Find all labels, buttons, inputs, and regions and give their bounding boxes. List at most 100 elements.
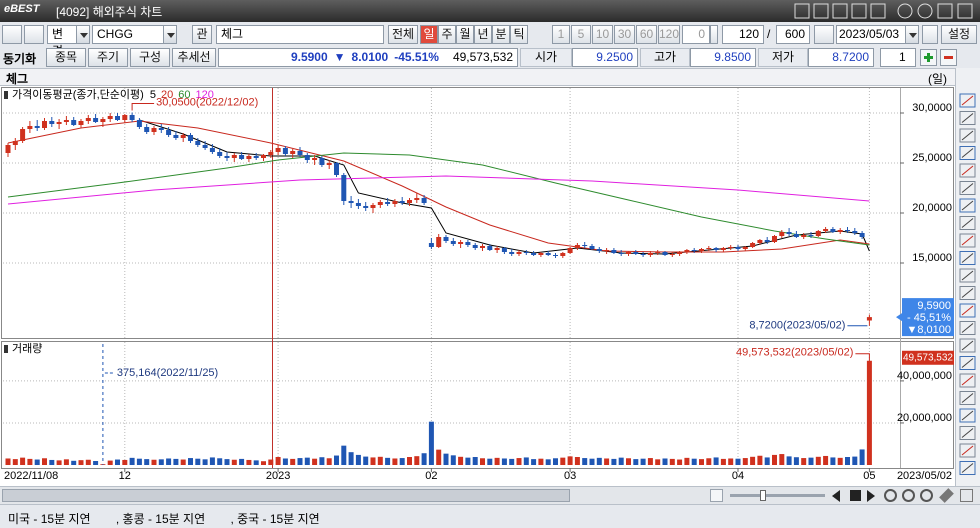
candle-body bbox=[443, 237, 449, 241]
dropdown-button[interactable] bbox=[905, 25, 919, 44]
volume-bar bbox=[326, 458, 332, 465]
tool-icon[interactable] bbox=[959, 251, 976, 265]
window-button[interactable] bbox=[832, 3, 848, 19]
last-price: 9.5900 bbox=[290, 50, 328, 64]
x-tick-label: 02 bbox=[425, 470, 437, 482]
tool-button[interactable] bbox=[939, 488, 954, 503]
zoom-slider[interactable] bbox=[730, 494, 825, 497]
window-button[interactable] bbox=[794, 3, 810, 19]
tool-icon-glyph bbox=[961, 235, 974, 246]
tab-button[interactable]: 구성 bbox=[130, 48, 170, 67]
interval-button[interactable]: 10 bbox=[592, 25, 613, 44]
prev-button[interactable] bbox=[832, 490, 840, 502]
tool-icon[interactable] bbox=[959, 356, 976, 370]
tool-icon[interactable] bbox=[959, 128, 976, 143]
zoom-handle[interactable] bbox=[760, 490, 766, 501]
candle-body bbox=[815, 231, 821, 236]
tool-icon[interactable] bbox=[959, 338, 976, 353]
dropdown-button[interactable] bbox=[76, 25, 90, 44]
tool-icon[interactable] bbox=[959, 181, 976, 195]
scroll-thumb[interactable] bbox=[2, 489, 570, 502]
count-input[interactable]: 120 bbox=[722, 25, 764, 44]
chart-unit: (일) bbox=[928, 72, 948, 86]
volume-bar bbox=[626, 458, 631, 465]
period-button[interactable]: 년 bbox=[474, 25, 492, 44]
volume-bar bbox=[436, 449, 442, 465]
volume-bar bbox=[348, 452, 354, 465]
spin-button[interactable] bbox=[710, 25, 718, 44]
icon-button[interactable] bbox=[2, 25, 22, 44]
stop-button[interactable] bbox=[850, 490, 861, 501]
zoom-reset[interactable] bbox=[920, 489, 933, 502]
period-button[interactable]: 주 bbox=[438, 25, 456, 44]
symbol-input[interactable]: CHGG bbox=[92, 25, 164, 44]
tab-button[interactable]: 주기 bbox=[88, 48, 128, 67]
interval-button[interactable]: 1 bbox=[552, 25, 570, 44]
tool-icon[interactable] bbox=[959, 163, 976, 178]
zoom-in[interactable] bbox=[884, 489, 897, 502]
y-tick-label: 40,000,000 bbox=[897, 370, 952, 382]
window-button[interactable] bbox=[917, 3, 933, 19]
interval-button[interactable]: 120 bbox=[658, 25, 680, 44]
tool-icon[interactable] bbox=[959, 408, 976, 423]
related-button[interactable]: 관 bbox=[192, 25, 212, 44]
icon-button[interactable] bbox=[922, 25, 938, 44]
title-bar: eBEST [4092] 해외주식 차트 bbox=[0, 0, 980, 22]
window-button[interactable] bbox=[813, 3, 829, 19]
tool-icon[interactable] bbox=[959, 443, 976, 458]
tool-icon[interactable] bbox=[959, 146, 976, 160]
candle-body bbox=[852, 231, 858, 233]
volume-bar bbox=[750, 456, 756, 465]
period-button[interactable]: 분 bbox=[492, 25, 510, 44]
chart: 2022/11/08 2023/05/02 15,0000 20,0000 25,0… bbox=[0, 86, 955, 486]
settings-button[interactable]: 설정 bbox=[941, 25, 977, 44]
volume-bar bbox=[246, 459, 252, 465]
tool-icon[interactable] bbox=[959, 321, 976, 335]
candle-body bbox=[728, 247, 734, 248]
scroll-arrow[interactable] bbox=[710, 489, 723, 502]
window-button[interactable] bbox=[870, 3, 886, 19]
period-button[interactable]: 일 bbox=[420, 25, 438, 44]
market-select[interactable]: 변경 bbox=[47, 25, 77, 58]
close-button[interactable] bbox=[957, 3, 973, 19]
window-button[interactable] bbox=[937, 3, 953, 19]
total-input[interactable]: 600 bbox=[776, 25, 810, 44]
tab-button[interactable]: 추세선 bbox=[172, 48, 216, 67]
candle-body bbox=[669, 254, 675, 255]
window-button[interactable] bbox=[897, 3, 913, 19]
tool-icon[interactable] bbox=[959, 233, 976, 248]
tool-icon[interactable] bbox=[959, 268, 976, 283]
tool-icon[interactable] bbox=[959, 111, 976, 125]
window-button[interactable] bbox=[851, 3, 867, 19]
period-button[interactable]: 틱 bbox=[510, 25, 528, 44]
tool-icon-glyph bbox=[961, 113, 974, 123]
tool-icon[interactable] bbox=[959, 198, 976, 213]
layout-input[interactable]: 1 bbox=[880, 48, 916, 67]
date-input[interactable]: 2023/05/03 bbox=[836, 25, 906, 44]
search-button[interactable] bbox=[178, 25, 191, 44]
tool-icon[interactable] bbox=[959, 93, 976, 108]
tool-icon[interactable] bbox=[959, 373, 976, 388]
tool-icon[interactable] bbox=[959, 391, 976, 405]
tool-icon[interactable] bbox=[959, 461, 976, 475]
icon-button[interactable] bbox=[24, 25, 44, 44]
tab-button[interactable]: 종목 bbox=[46, 48, 86, 67]
dropdown-button[interactable] bbox=[163, 25, 177, 44]
interval-button[interactable]: 60 bbox=[636, 25, 657, 44]
next-button[interactable] bbox=[867, 490, 875, 502]
icon-button[interactable] bbox=[814, 25, 834, 44]
tool-icon[interactable] bbox=[959, 303, 976, 318]
volume-bar bbox=[793, 457, 799, 465]
interval-button[interactable]: 30 bbox=[614, 25, 635, 44]
interval-button[interactable]: 5 bbox=[571, 25, 591, 44]
period-button[interactable]: 전체 bbox=[388, 25, 418, 44]
period-button[interactable]: 월 bbox=[456, 25, 474, 44]
spin-input[interactable]: 0 bbox=[682, 25, 710, 44]
tool-icon[interactable] bbox=[959, 426, 976, 440]
zoom-out[interactable] bbox=[902, 489, 915, 502]
candle-body bbox=[801, 235, 807, 237]
tool-icon[interactable] bbox=[959, 286, 976, 300]
candle-body bbox=[355, 203, 361, 206]
tool-icon[interactable] bbox=[959, 216, 976, 230]
tool-button[interactable] bbox=[960, 489, 973, 502]
